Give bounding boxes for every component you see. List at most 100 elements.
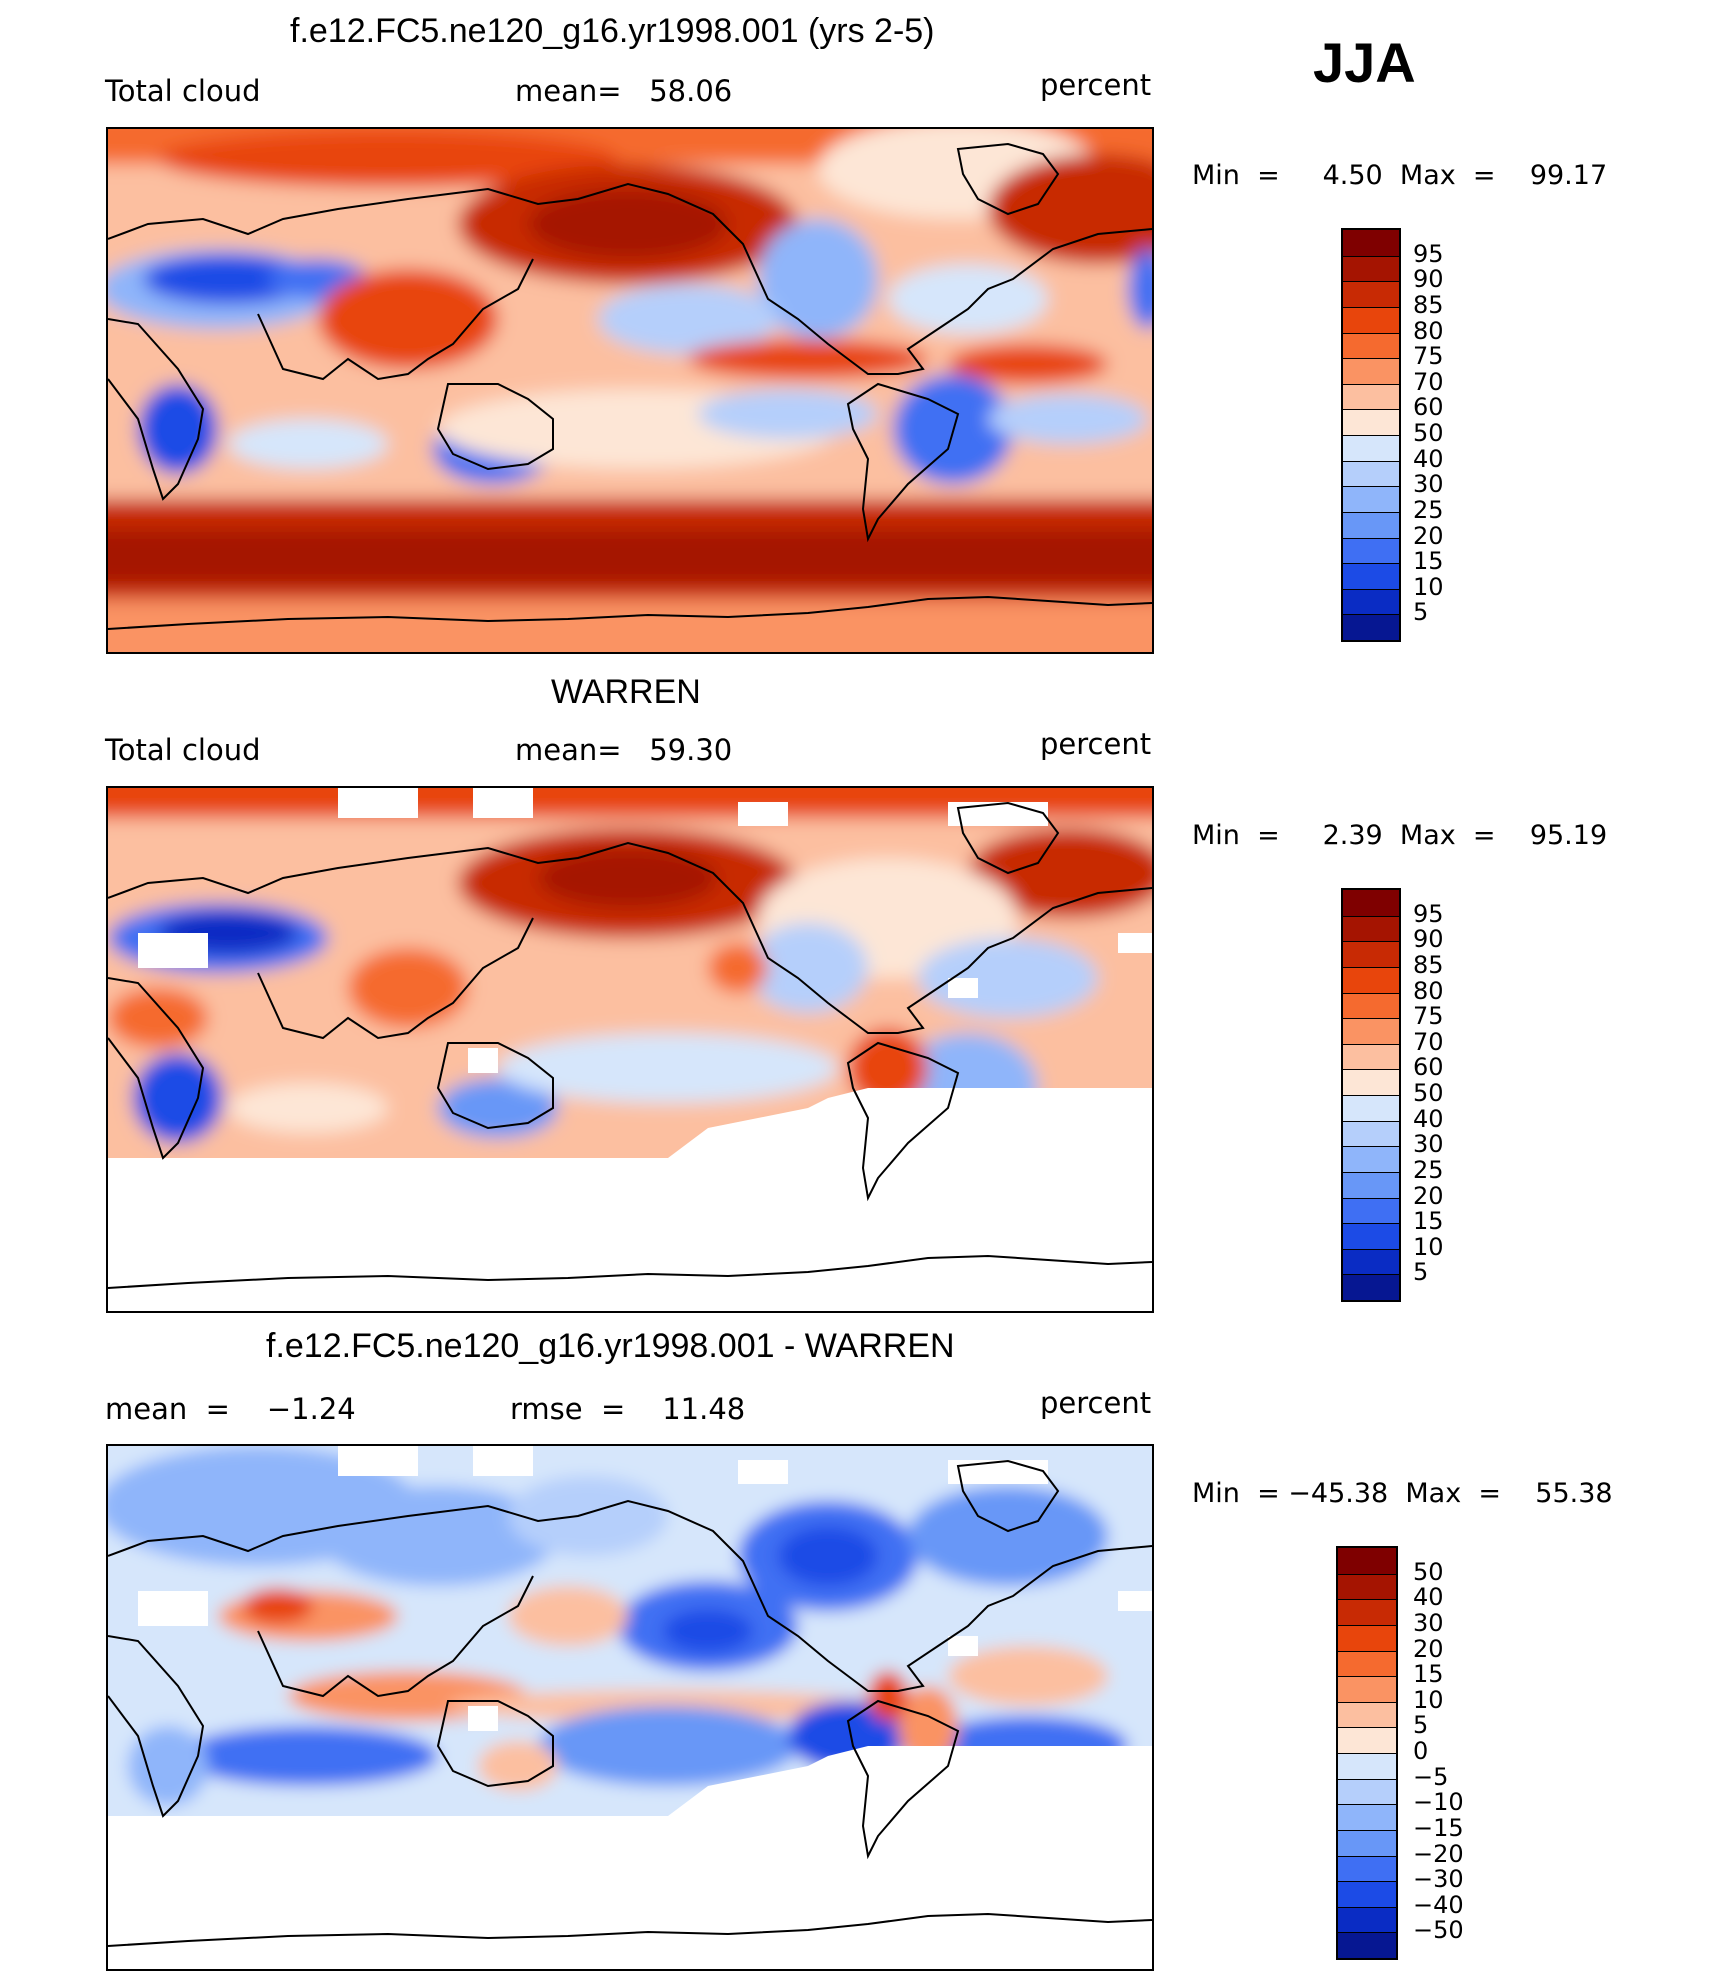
- colorbar-tick-label: −10: [1413, 1788, 1464, 1817]
- colorbar-swatch: [1343, 1018, 1399, 1044]
- panel-1-title: f.e12.FC5.ne120_g16.yr1998.001 (yrs 2-5): [290, 12, 935, 50]
- colorbar-tick-label: 15: [1413, 1207, 1444, 1236]
- colorbar-swatch: [1338, 1548, 1396, 1574]
- colorbar-tick-label: 40: [1413, 1583, 1444, 1612]
- panel-3-mean: mean = −1.24: [105, 1392, 356, 1426]
- colorbar-swatch: [1338, 1650, 1396, 1677]
- colorbar-tick-label: 50: [1413, 419, 1444, 447]
- colorbar-tick-label: 30: [1413, 1130, 1444, 1159]
- colorbar-swatch: [1338, 1804, 1396, 1830]
- colorbar-swatch: [1343, 588, 1399, 615]
- colorbar-tick-label: 10: [1413, 1685, 1444, 1714]
- colorbar-swatch: [1343, 255, 1399, 282]
- colorbar-swatch: [1343, 1274, 1399, 1300]
- colorbar-tick-label: 50: [1413, 1557, 1444, 1586]
- panel-1-colorbar: [1341, 228, 1401, 642]
- panel-1-min-max: Min = 4.50 Max = 99.17: [1192, 160, 1608, 191]
- colorbar-tick-label: −40: [1413, 1890, 1464, 1919]
- panel-1-coastlines: [108, 142, 1152, 630]
- colorbar-tick-label: 20: [1413, 521, 1444, 550]
- panel-2-variable-label: Total cloud: [105, 733, 261, 767]
- colorbar-swatch: [1343, 383, 1399, 410]
- panel-1-units: percent: [1040, 68, 1152, 102]
- panel-3-rmse: rmse = 11.48: [510, 1392, 746, 1426]
- panel-1-map: [106, 127, 1154, 654]
- colorbar-swatch: [1338, 1753, 1396, 1779]
- colorbar-tick-label: 90: [1413, 925, 1444, 954]
- colorbar-tick-label: 85: [1413, 290, 1444, 319]
- colorbar-tick-label: 20: [1413, 1181, 1444, 1210]
- colorbar-swatch: [1338, 1881, 1396, 1907]
- colorbar-tick-label: 90: [1413, 265, 1444, 294]
- panel-3-units: percent: [1040, 1386, 1152, 1420]
- colorbar-swatch: [1343, 1146, 1399, 1172]
- colorbar-swatch: [1343, 435, 1399, 461]
- colorbar-tick-label: 75: [1413, 342, 1444, 371]
- colorbar-swatch: [1343, 511, 1399, 538]
- colorbar-swatch: [1338, 1855, 1396, 1882]
- colorbar-swatch: [1343, 1197, 1399, 1224]
- colorbar-tick-label: 50: [1413, 1079, 1444, 1107]
- colorbar-swatch: [1343, 1248, 1399, 1275]
- colorbar-swatch: [1343, 486, 1399, 512]
- colorbar-tick-label: 95: [1413, 899, 1444, 928]
- panel-2-map: [106, 786, 1154, 1313]
- colorbar-swatch: [1343, 915, 1399, 942]
- colorbar-tick-label: 60: [1413, 1053, 1444, 1082]
- colorbar-tick-label: 95: [1413, 239, 1444, 268]
- colorbar-tick-label: −50: [1413, 1916, 1464, 1945]
- colorbar-tick-label: 60: [1413, 393, 1444, 422]
- panel-3-colorbar: [1336, 1546, 1398, 1960]
- colorbar-swatch: [1338, 1778, 1396, 1805]
- panel-2-missing-data: [108, 788, 1152, 1311]
- colorbar-tick-label: 40: [1413, 444, 1444, 473]
- colorbar-swatch: [1338, 1727, 1396, 1753]
- colorbar-tick-label: 70: [1413, 367, 1444, 396]
- panel-2-title: WARREN: [551, 673, 701, 711]
- colorbar-swatch: [1338, 1573, 1396, 1600]
- colorbar-swatch: [1343, 332, 1399, 359]
- colorbar-tick-label: 30: [1413, 470, 1444, 499]
- panel-3-coastlines: [108, 1459, 1152, 1947]
- panel-2-cloud-field: [108, 788, 1152, 1158]
- colorbar-swatch: [1338, 1599, 1396, 1625]
- panel-2-colorbar: [1341, 888, 1401, 1302]
- colorbar-tick-label: −30: [1413, 1865, 1464, 1894]
- panel-2-colorbar-labels: 95 90 85 80 75 70 60 50 40 30 25 20 15 10 5: [1413, 888, 1493, 1302]
- colorbar-swatch: [1343, 890, 1399, 916]
- season-label: JJA: [1313, 31, 1416, 94]
- colorbar-tick-label: −20: [1413, 1839, 1464, 1868]
- colorbar-swatch: [1343, 1069, 1399, 1095]
- panel-2-mean: mean= 59.30: [515, 733, 733, 767]
- colorbar-swatch: [1343, 941, 1399, 967]
- panel-2-coastlines: [108, 801, 1152, 1289]
- colorbar-swatch: [1338, 1624, 1396, 1651]
- colorbar-tick-label: 75: [1413, 1002, 1444, 1031]
- colorbar-swatch: [1343, 281, 1399, 307]
- colorbar-tick-label: 0: [1413, 1737, 1429, 1765]
- colorbar-swatch: [1343, 460, 1399, 487]
- colorbar-tick-label: 30: [1413, 1608, 1444, 1637]
- colorbar-tick-label: 15: [1413, 547, 1444, 576]
- panel-2-min-max: Min = 2.39 Max = 95.19: [1192, 820, 1608, 851]
- colorbar-tick-label: −15: [1413, 1813, 1464, 1842]
- colorbar-tick-label: 5: [1413, 1711, 1429, 1740]
- panel-2-units: percent: [1040, 727, 1152, 761]
- colorbar-swatch: [1343, 1043, 1399, 1070]
- colorbar-swatch: [1338, 1906, 1396, 1933]
- colorbar-swatch: [1338, 1829, 1396, 1856]
- colorbar-tick-label: 80: [1413, 976, 1444, 1005]
- colorbar-swatch: [1343, 306, 1399, 333]
- colorbar-tick-label: 15: [1413, 1660, 1444, 1689]
- colorbar-tick-label: 80: [1413, 316, 1444, 345]
- colorbar-swatch: [1343, 1171, 1399, 1198]
- colorbar-tick-label: 85: [1413, 950, 1444, 979]
- colorbar-tick-label: 10: [1413, 572, 1444, 601]
- colorbar-tick-label: 25: [1413, 495, 1444, 524]
- colorbar-swatch: [1343, 992, 1399, 1019]
- colorbar-swatch: [1343, 1223, 1399, 1249]
- colorbar-swatch: [1343, 614, 1399, 640]
- colorbar-swatch: [1343, 230, 1399, 256]
- colorbar-swatch: [1338, 1701, 1396, 1728]
- colorbar-tick-label: 25: [1413, 1155, 1444, 1184]
